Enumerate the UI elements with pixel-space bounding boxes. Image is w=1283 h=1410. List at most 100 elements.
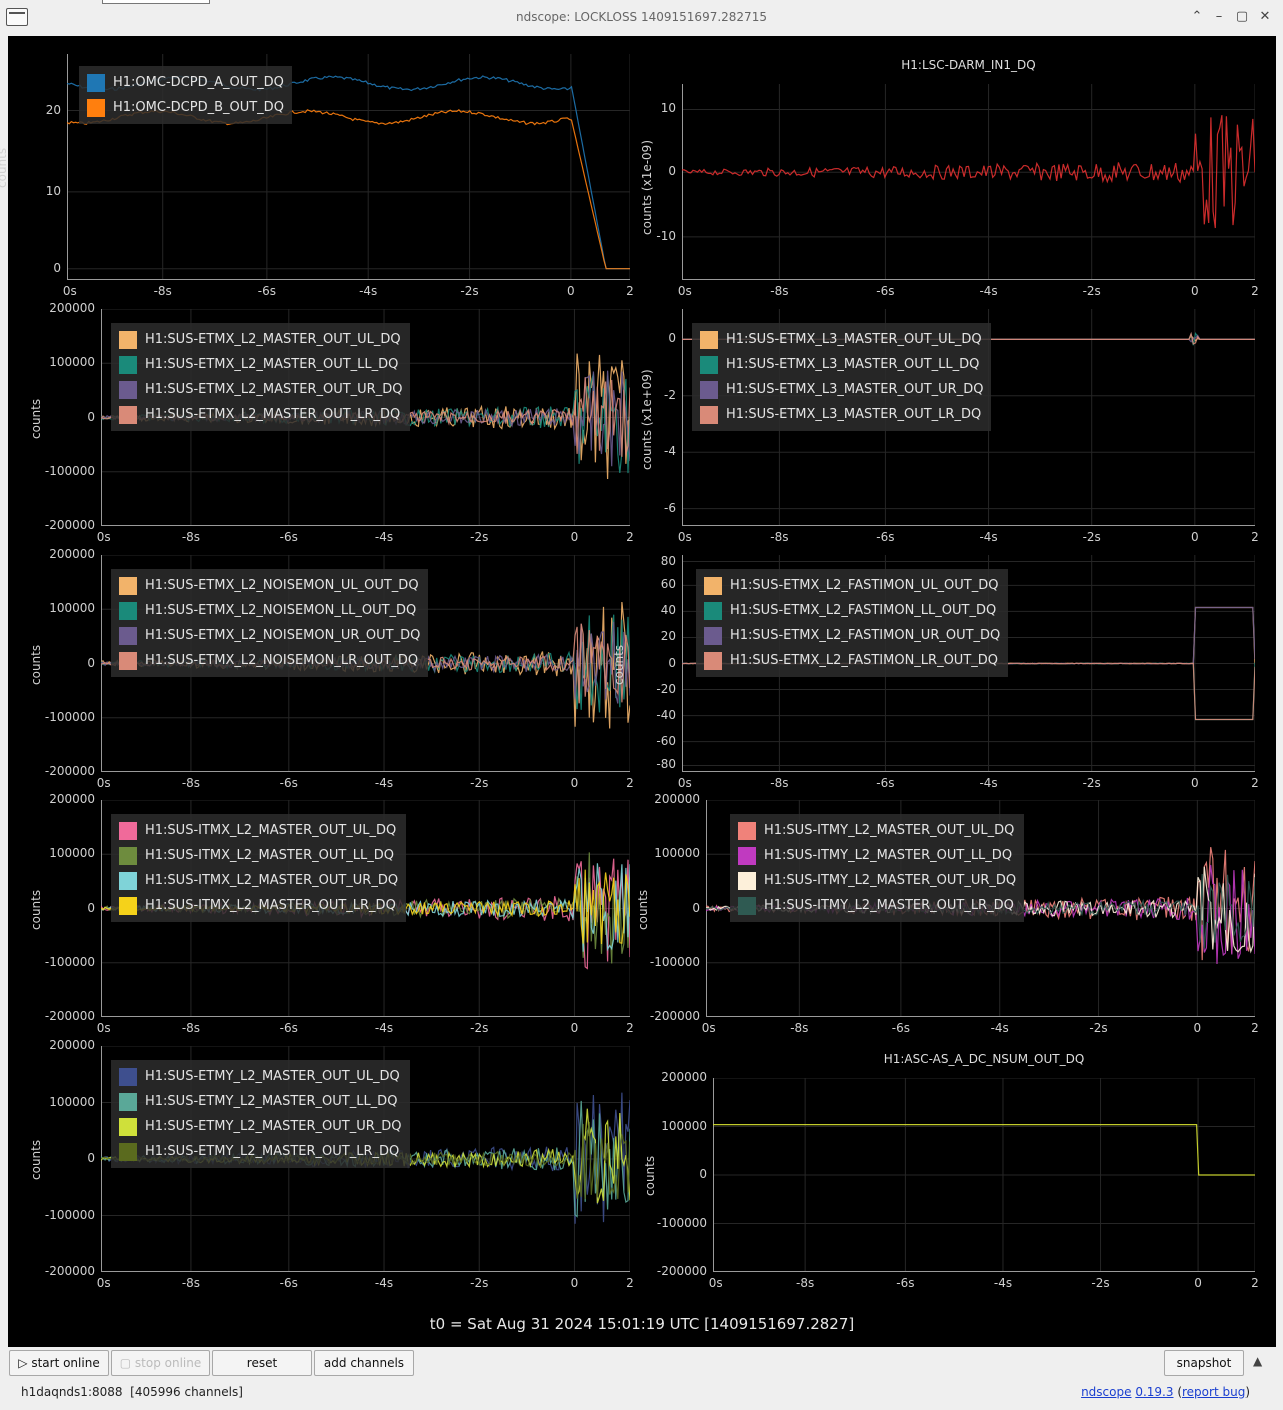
legend-label: H1:SUS-ETMX_L2_MASTER_OUT_LL_DQ: [145, 357, 399, 372]
x-tick-label: -8s: [770, 530, 789, 544]
legend-item[interactable]: H1:SUS-ETMX_L3_MASTER_OUT_UL_DQ: [700, 327, 983, 352]
legend-item[interactable]: H1:SUS-ITMY_L2_MASTER_OUT_UR_DQ: [738, 868, 1016, 893]
legend-item[interactable]: H1:SUS-ETMX_L2_MASTER_OUT_UL_DQ: [119, 327, 402, 352]
plot-panel-etmx-l2-noisemon[interactable]: 200000 100000 0 -100000 -200000 0s -8s -6s -4s -2…: [29, 547, 634, 790]
plot-panel-itmy-l2-master[interactable]: 200000 100000 0 -100000 -200000 0s -8s -6s -4s -2…: [636, 792, 1259, 1035]
legend-item[interactable]: H1:OMC-DCPD_B_OUT_DQ: [87, 95, 284, 120]
y-tick-label: -6: [664, 500, 676, 515]
legend-item[interactable]: H1:SUS-ETMX_L2_MASTER_OUT_LL_DQ: [119, 352, 402, 377]
x-tick-label: -6s: [279, 776, 298, 790]
plot-panel-asc-nsum[interactable]: H1:ASC-AS_A_DC_NSUM_OUT_DQ 200000 100000 0 -…: [643, 1052, 1259, 1290]
close-icon[interactable]: ✕: [1259, 9, 1271, 24]
x-tick-label: 0: [567, 284, 575, 298]
plot-legend[interactable]: H1:OMC-DCPD_A_OUT_DQ H1:OMC-DCPD_B_OUT_DQ: [79, 66, 292, 124]
plot-panel-omc[interactable]: 20 10 0 0s -8s -6s -4s -2s 0 2 counts H1:OMC-DCPD_A…: [0, 54, 634, 298]
legend-label: H1:SUS-ETMY_L2_MASTER_OUT_LL_DQ: [145, 1094, 398, 1109]
legend-item[interactable]: H1:SUS-ETMX_L3_MASTER_OUT_LR_DQ: [700, 402, 983, 427]
reset-button[interactable]: reset: [212, 1350, 312, 1376]
legend-item[interactable]: H1:SUS-ETMX_L2_NOISEMON_UL_OUT_DQ: [119, 573, 420, 598]
plot-canvas[interactable]: t0 = Sat Aug 31 2024 15:01:19 UTC [14091…: [0, 36, 1276, 1347]
legend-swatch: [704, 576, 722, 595]
plot-legend[interactable]: H1:SUS-ETMX_L2_FASTIMON_UL_OUT_DQ H1:SUS-…: [696, 569, 1009, 677]
legend-item[interactable]: H1:SUS-ETMX_L2_NOISEMON_LL_OUT_DQ: [119, 598, 420, 623]
y-tick-label: 200000: [49, 792, 95, 806]
legend-item[interactable]: H1:SUS-ITMX_L2_MASTER_OUT_UR_DQ: [119, 868, 398, 893]
legend-item[interactable]: H1:SUS-ETMX_L2_NOISEMON_UR_OUT_DQ: [119, 623, 420, 648]
legend-label: H1:SUS-ITMX_L2_MASTER_OUT_UL_DQ: [145, 823, 397, 838]
x-tick-label: -6s: [279, 1021, 298, 1035]
legend-swatch: [119, 330, 137, 349]
plot-area[interactable]: [682, 84, 1255, 280]
minimize-icon[interactable]: –: [1215, 9, 1223, 24]
legend-label: H1:SUS-ETMX_L2_NOISEMON_LL_OUT_DQ: [145, 603, 417, 618]
x-tick-label: 2: [1251, 284, 1259, 298]
legend-item[interactable]: H1:OMC-DCPD_A_OUT_DQ: [87, 70, 284, 95]
legend-item[interactable]: H1:SUS-ETMX_L2_MASTER_OUT_UR_DQ: [119, 377, 402, 402]
x-tick-label: -2s: [1082, 530, 1101, 544]
legend-label: H1:SUS-ETMX_L2_FASTIMON_LR_OUT_DQ: [730, 653, 999, 668]
plot-panel-etmx-l2-master[interactable]: 200000 100000 0 -100000 -200000 0s -8s -6s -4s -2…: [29, 301, 634, 544]
x-tick-label: 2: [626, 284, 634, 298]
legend-item[interactable]: H1:SUS-ITMX_L2_MASTER_OUT_LL_DQ: [119, 843, 398, 868]
x-tick-label: 0: [570, 530, 579, 544]
plot-area[interactable]: [713, 1078, 1255, 1272]
legend-item[interactable]: H1:SUS-ETMX_L2_FASTIMON_LR_OUT_DQ: [704, 648, 1000, 673]
add-channels-button[interactable]: add channels: [314, 1350, 414, 1376]
x-tick-label: -4s: [979, 776, 998, 790]
start-online-button[interactable]: ▷ start online: [9, 1350, 109, 1376]
plot-legend[interactable]: H1:SUS-ETMX_L2_MASTER_OUT_UL_DQ H1:SUS-ET…: [111, 323, 411, 431]
plot-panel-itmx-l2-master[interactable]: 200000 100000 0 -100000 -200000 0s -8s -6s -4s -2…: [29, 792, 634, 1035]
plot-legend[interactable]: H1:SUS-ETMY_L2_MASTER_OUT_UL_DQ H1:SUS-ET…: [111, 1060, 410, 1168]
legend-item[interactable]: H1:SUS-ITMX_L2_MASTER_OUT_LR_DQ: [119, 893, 398, 918]
y-tick-label: 80: [660, 553, 676, 568]
maximize-icon[interactable]: ▢: [1235, 9, 1249, 24]
ndscope-link[interactable]: ndscope: [1081, 1385, 1132, 1399]
legend-item[interactable]: H1:SUS-ITMY_L2_MASTER_OUT_LL_DQ: [738, 843, 1016, 868]
plot-legend[interactable]: H1:SUS-ITMX_L2_MASTER_OUT_UL_DQ H1:SUS-IT…: [111, 814, 407, 922]
legend-item[interactable]: H1:SUS-ETMX_L3_MASTER_OUT_UR_DQ: [700, 377, 983, 402]
legend-label: H1:SUS-ETMY_L2_MASTER_OUT_UR_DQ: [145, 1119, 402, 1134]
plot-panel-etmy-l2-master[interactable]: 200000 100000 0 -100000 -200000 0s -8s -6s -4s -2…: [29, 1038, 634, 1290]
y-tick-label: -20: [656, 681, 676, 696]
snapshot-button[interactable]: snapshot: [1164, 1350, 1244, 1376]
y-tick-label: 20: [45, 102, 61, 117]
plot-panel-etmx-l2-fastimon[interactable]: 80 60 40 20 0 -20 -40 -60 -80 0s -8s -6s -4s -2s 0 2 cou…: [612, 554, 1259, 790]
legend-item[interactable]: H1:SUS-ITMY_L2_MASTER_OUT_UL_DQ: [738, 818, 1016, 843]
legend-label: H1:SUS-ETMX_L3_MASTER_OUT_LL_DQ: [726, 357, 980, 372]
legend-item[interactable]: H1:SUS-ETMY_L2_MASTER_OUT_LR_DQ: [119, 1139, 402, 1164]
plot-title: H1:LSC-DARM_IN1_DQ: [901, 58, 1036, 72]
report-bug-link[interactable]: report bug: [1182, 1385, 1246, 1399]
legend-item[interactable]: H1:SUS-ETMY_L2_MASTER_OUT_UL_DQ: [119, 1064, 402, 1089]
legend-item[interactable]: H1:SUS-ETMY_L2_MASTER_OUT_LL_DQ: [119, 1089, 402, 1114]
plot-svg: [713, 1078, 1255, 1272]
legend-label: H1:SUS-ETMX_L2_MASTER_OUT_LR_DQ: [145, 407, 401, 422]
plot-title: H1:ASC-AS_A_DC_NSUM_OUT_DQ: [883, 1052, 1085, 1066]
plot-legend[interactable]: H1:SUS-ETMX_L3_MASTER_OUT_UL_DQ H1:SUS-ET…: [692, 323, 992, 431]
legend-item[interactable]: H1:SUS-ETMX_L2_FASTIMON_UR_OUT_DQ: [704, 623, 1000, 648]
plot-panel-etmx-l3-master[interactable]: 0 -2 -4 -6 0s -8s -6s -4s -2s 0 2 counts (x1e+09) H1…: [640, 309, 1259, 544]
shade-icon[interactable]: ⌃: [1191, 9, 1203, 24]
plot-legend[interactable]: H1:SUS-ITMY_L2_MASTER_OUT_UL_DQ H1:SUS-IT…: [730, 814, 1025, 922]
legend-item[interactable]: H1:SUS-ITMX_L2_MASTER_OUT_UL_DQ: [119, 818, 398, 843]
version-link[interactable]: 0.19.3: [1135, 1385, 1174, 1399]
y-tick-label: -200000: [44, 518, 95, 532]
x-tick-label: 2: [1251, 530, 1259, 544]
legend-item[interactable]: H1:SUS-ETMX_L2_FASTIMON_UL_OUT_DQ: [704, 573, 1000, 598]
legend-swatch: [738, 821, 756, 840]
legend-item[interactable]: H1:SUS-ETMX_L2_NOISEMON_LR_OUT_DQ: [119, 648, 420, 673]
x-tick-label: -8s: [181, 1021, 201, 1035]
app-window-icon[interactable]: [6, 8, 28, 26]
legend-item[interactable]: H1:SUS-ETMY_L2_MASTER_OUT_UR_DQ: [119, 1114, 402, 1139]
taskbar-tab-strip: [102, 0, 210, 4]
collapse-icon[interactable]: ▲: [1253, 1354, 1263, 1368]
legend-item[interactable]: H1:SUS-ITMY_L2_MASTER_OUT_LR_DQ: [738, 893, 1016, 918]
legend-item[interactable]: H1:SUS-ETMX_L3_MASTER_OUT_LL_DQ: [700, 352, 983, 377]
y-axis-label: counts: [29, 889, 43, 930]
legend-item[interactable]: H1:SUS-ETMX_L2_FASTIMON_LL_OUT_DQ: [704, 598, 1000, 623]
plot-panel-darm[interactable]: H1:LSC-DARM_IN1_DQ 10 0 -10 0s -8s -6s -4s -2s 0 2…: [640, 58, 1259, 298]
y-tick-label: 0: [668, 655, 676, 670]
plot-legend[interactable]: H1:SUS-ETMX_L2_NOISEMON_UL_OUT_DQ H1:SUS-…: [111, 569, 429, 677]
legend-item[interactable]: H1:SUS-ETMX_L2_MASTER_OUT_LR_DQ: [119, 402, 402, 427]
stop-online-label: stop online: [134, 1356, 202, 1370]
legend-label: H1:SUS-ITMX_L2_MASTER_OUT_UR_DQ: [145, 873, 399, 888]
